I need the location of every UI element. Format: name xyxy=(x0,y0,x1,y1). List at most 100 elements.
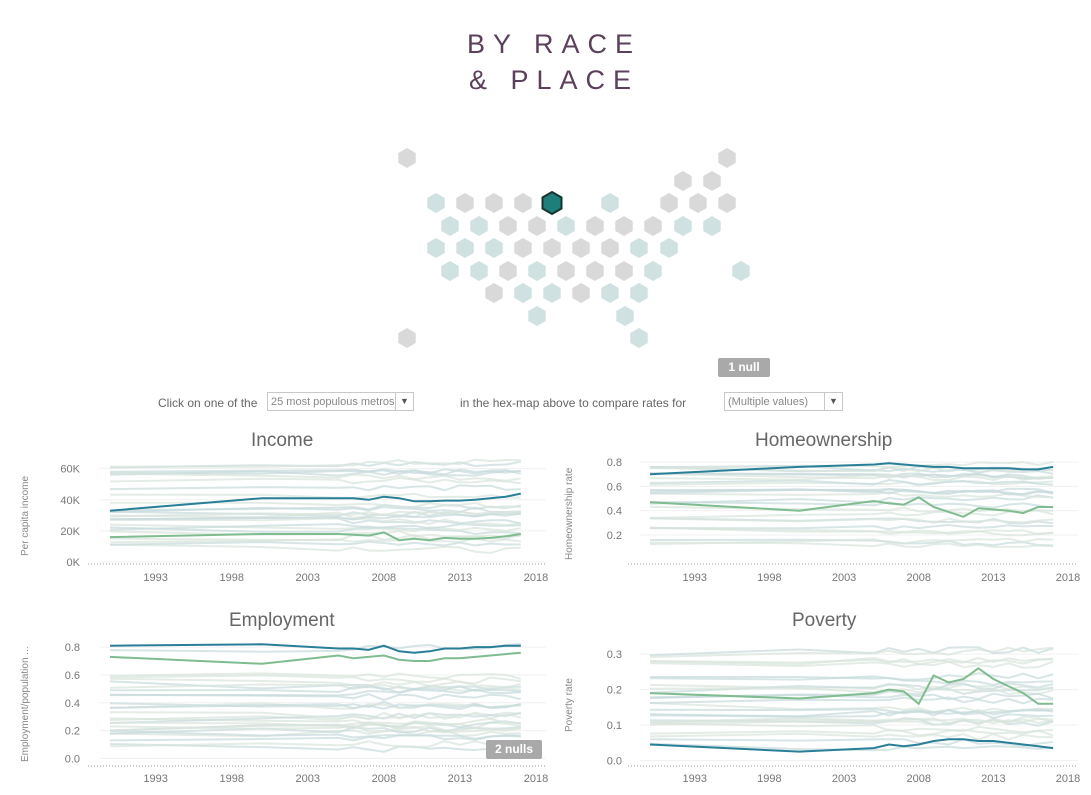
hex-cell[interactable] xyxy=(456,238,474,258)
background-series-line xyxy=(109,484,521,492)
x-tick-label: 2008 xyxy=(372,773,396,785)
income-plot[interactable]: 0K 20K 40K 60K 1993 1998 2003 2008 2013 2018 xyxy=(0,428,560,598)
hex-cell[interactable] xyxy=(528,261,546,281)
background-series-line xyxy=(649,738,1054,748)
hex-cell[interactable] xyxy=(674,171,692,191)
x-tick-label: 2008 xyxy=(372,572,396,584)
hex-cell[interactable] xyxy=(557,216,575,236)
hex-selected[interactable] xyxy=(541,190,563,216)
hex-cell[interactable] xyxy=(514,193,532,213)
y-tick-label: 0K xyxy=(67,557,81,569)
hex-cell[interactable] xyxy=(718,193,736,213)
hex-cell[interactable] xyxy=(398,148,416,168)
hex-cell[interactable] xyxy=(427,193,445,213)
background-series-line xyxy=(649,728,1054,737)
background-series-line xyxy=(649,517,1054,524)
hex-map[interactable] xyxy=(390,140,760,355)
x-tick-label: 1998 xyxy=(219,572,243,584)
hex-cell[interactable] xyxy=(499,261,517,281)
hex-cell[interactable] xyxy=(514,283,532,303)
hex-cell[interactable] xyxy=(586,216,604,236)
employment-null-badge: 2 nulls xyxy=(486,740,542,759)
hex-cell[interactable] xyxy=(441,216,459,236)
hex-cell[interactable] xyxy=(718,148,736,168)
background-series-line xyxy=(649,490,1054,499)
hex-cell[interactable] xyxy=(470,261,488,281)
geography-select[interactable]: 25 most populous metros ▼ xyxy=(267,392,414,411)
chart-title: Employment xyxy=(229,610,335,631)
hex-cell[interactable] xyxy=(528,216,546,236)
homeownership-chart: Homeownership Homeownership rate 0.2 0.4 0… xyxy=(560,428,1091,598)
chevron-down-icon[interactable]: ▼ xyxy=(824,393,842,410)
background-series-line xyxy=(109,717,521,732)
hex-cell[interactable] xyxy=(703,171,721,191)
hex-cell[interactable] xyxy=(528,306,546,326)
hex-cell[interactable] xyxy=(427,238,445,258)
y-tick-label: 0.0 xyxy=(607,755,622,767)
income-chart: Income Per capita income 0K 20K 40K 60K 1993… xyxy=(0,428,560,598)
homeownership-plot[interactable]: 0.2 0.4 0.6 0.8 1993 1998 2003 2008 2013 2018 xyxy=(560,428,1091,598)
hex-cell[interactable] xyxy=(615,261,633,281)
hex-cell[interactable] xyxy=(630,238,648,258)
hex-cell[interactable] xyxy=(674,216,692,236)
background-series-line xyxy=(110,458,521,468)
background-series-line xyxy=(109,516,522,525)
background-series-line xyxy=(109,468,522,477)
hex-cell[interactable] xyxy=(456,193,474,213)
background-series-line xyxy=(649,732,1054,741)
employment-plot[interactable]: 0.0 0.2 0.4 0.6 0.8 1993 1998 2003 2008 2013 2018 xyxy=(0,608,560,795)
hex-cell[interactable] xyxy=(616,306,634,326)
hex-cell[interactable] xyxy=(543,238,561,258)
hex-cell[interactable] xyxy=(660,193,678,213)
background-series-line xyxy=(649,717,1054,725)
hex-cell[interactable] xyxy=(398,328,416,348)
hex-cell[interactable] xyxy=(644,216,662,236)
x-tick-label: 2003 xyxy=(832,773,856,785)
hexmap-null-badge: 1 null xyxy=(718,358,770,377)
hex-cell[interactable] xyxy=(572,283,590,303)
poverty-plot[interactable]: 0.0 0.1 0.2 0.3 1993 1998 2003 2008 2013 2018 xyxy=(560,608,1091,795)
x-tick-label: 2018 xyxy=(1056,572,1080,584)
hex-cell[interactable] xyxy=(615,216,633,236)
background-series-line xyxy=(109,685,521,694)
hex-cell[interactable] xyxy=(499,216,517,236)
background-series-line xyxy=(649,646,1054,658)
hex-cell[interactable] xyxy=(601,283,619,303)
hex-cell[interactable] xyxy=(703,216,721,236)
series-line-blue xyxy=(649,462,1054,476)
hex-cell[interactable] xyxy=(586,261,604,281)
hex-cell[interactable] xyxy=(601,238,619,258)
hex-cell[interactable] xyxy=(630,328,648,348)
background-series-line xyxy=(109,711,522,720)
hex-cell[interactable] xyxy=(441,261,459,281)
controls-middle-text: in the hex-map above to compare rates fo… xyxy=(460,396,687,410)
hex-cell[interactable] xyxy=(601,193,619,213)
background-series-line xyxy=(649,537,1054,546)
background-series-line xyxy=(109,526,521,536)
group-select[interactable]: (Multiple values) ▼ xyxy=(724,392,843,411)
background-series-line xyxy=(649,523,1054,531)
hex-cell[interactable] xyxy=(689,193,707,213)
x-tick-label: 1993 xyxy=(143,773,167,785)
background-series-line xyxy=(109,734,521,742)
hex-cell[interactable] xyxy=(644,261,662,281)
hex-cell[interactable] xyxy=(470,216,488,236)
hex-cell[interactable] xyxy=(485,283,503,303)
y-tick-label: 0.4 xyxy=(607,506,622,518)
hex-cell[interactable] xyxy=(732,261,750,281)
y-tick-label: 0.6 xyxy=(607,481,622,493)
background-series-line xyxy=(109,505,521,514)
chevron-down-icon[interactable]: ▼ xyxy=(395,393,413,410)
background-series-line xyxy=(110,501,521,509)
hex-cell[interactable] xyxy=(572,238,590,258)
hex-cell[interactable] xyxy=(485,238,503,258)
hex-cell[interactable] xyxy=(485,193,503,213)
hex-cell[interactable] xyxy=(660,238,678,258)
hex-cell[interactable] xyxy=(557,261,575,281)
hex-cell[interactable] xyxy=(514,238,532,258)
hex-cell[interactable] xyxy=(630,283,648,303)
background-series-line xyxy=(109,677,522,689)
x-tick-label: 2003 xyxy=(832,572,856,584)
hex-cell[interactable] xyxy=(543,283,561,303)
series-line-green xyxy=(109,651,521,665)
